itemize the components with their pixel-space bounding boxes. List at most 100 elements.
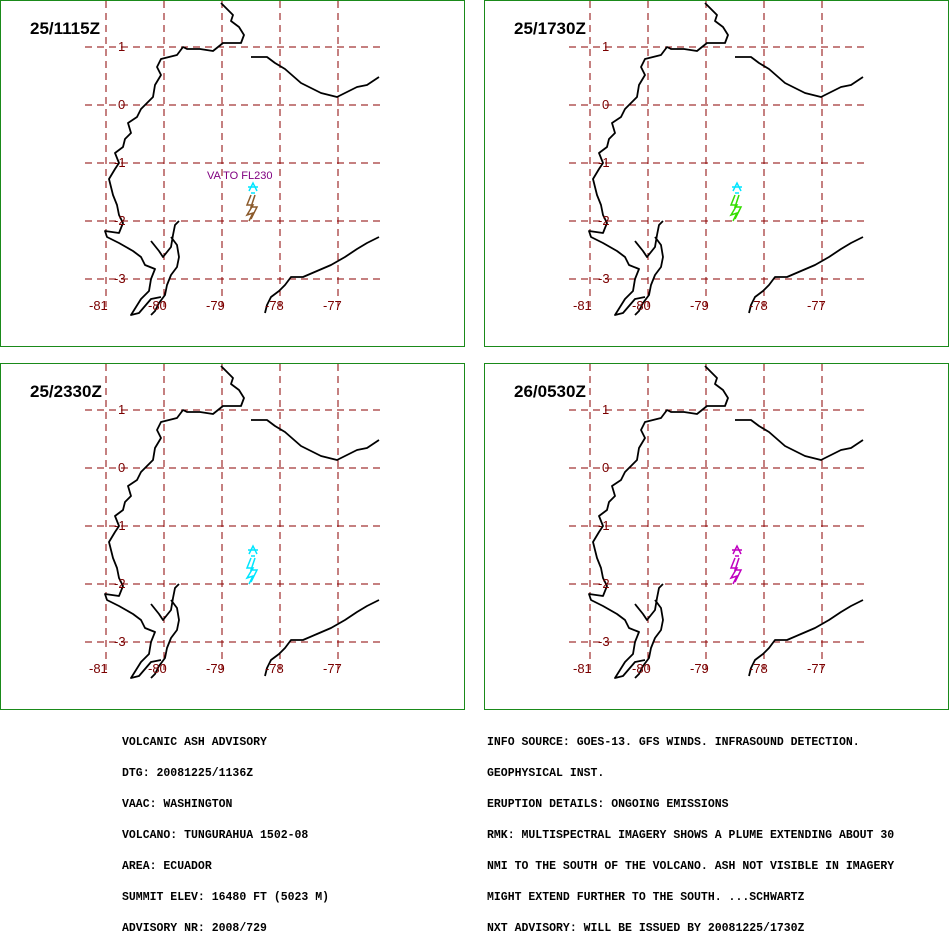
- gulf-coast: [634, 220, 664, 316]
- coast-east: [735, 419, 864, 461]
- plume-top: [732, 181, 742, 194]
- map-svg-1: 1 0 -1 -2 -3 -81 -80 -79 -78 -77 VA TO FL230: [85, 1, 381, 316]
- advisory-line: DTG: 20081225/1136Z: [122, 766, 254, 780]
- lon-label: -81: [573, 661, 592, 676]
- lon-label: -79: [690, 298, 709, 313]
- coastline: [104, 2, 380, 316]
- map-svg-3: 1 0 -1 -2 -3 -81 -80 -79 -78 -77: [85, 364, 381, 679]
- advisory-line: NMI TO THE SOUTH OF THE VOLCANO. ASH NOT…: [487, 859, 895, 873]
- coast-southeast: [264, 599, 380, 677]
- coastline: [588, 365, 864, 679]
- lat-label: -3: [598, 271, 610, 286]
- coast-main: [588, 365, 729, 679]
- ash-plume: [245, 544, 259, 585]
- coast-main: [104, 365, 245, 679]
- coast-main: [104, 2, 245, 316]
- ash-plume: [729, 544, 743, 585]
- lat-label: 1: [118, 39, 125, 54]
- ash-plume: [245, 181, 259, 222]
- lat-label: 1: [602, 39, 609, 54]
- lon-label: -80: [632, 661, 651, 676]
- lat-label: -3: [598, 634, 610, 649]
- grid-lines: [85, 364, 381, 670]
- ash-height-label: VA TO FL230: [207, 170, 272, 182]
- panel-time-1: 25/1115Z: [30, 19, 100, 38]
- lat-label: -1: [114, 518, 126, 533]
- coast-east: [735, 56, 864, 98]
- coast-east: [251, 56, 380, 98]
- map-panel-2: 1 0 -1 -2 -3 -81 -80 -79 -78 -77 25/1730Z: [484, 0, 949, 347]
- map-panel-4: 1 0 -1 -2 -3 -81 -80 -79 -78 -77 26/0530Z: [484, 363, 949, 710]
- plume-top: [248, 181, 258, 194]
- lat-label: -3: [114, 271, 126, 286]
- advisory-line: NXT ADVISORY: WILL BE ISSUED BY 20081225…: [487, 921, 805, 935]
- advisory-line: ADVISORY NR: 2008/729: [122, 921, 267, 935]
- advisory-remarks-text: INFO SOURCE: GOES-13. GFS WINDS. INFRASO…: [487, 717, 894, 944]
- lon-label: -79: [690, 661, 709, 676]
- advisory-line: GEOPHYSICAL INST.: [487, 766, 605, 780]
- gulf-coast: [150, 583, 180, 679]
- lon-label: -78: [749, 298, 768, 313]
- lat-label: -1: [598, 155, 610, 170]
- coast-main: [588, 2, 729, 316]
- lon-label: -80: [148, 661, 167, 676]
- advisory-line: MIGHT EXTEND FURTHER TO THE SOUTH. ...SC…: [487, 890, 805, 904]
- lat-label: -1: [114, 155, 126, 170]
- advisory-line: AREA: ECUADOR: [122, 859, 212, 873]
- coastline: [104, 365, 380, 679]
- lat-label: -3: [114, 634, 126, 649]
- panel-time-2: 25/1730Z: [514, 19, 586, 38]
- lon-label: -80: [148, 298, 167, 313]
- advisory-line: VAAC: WASHINGTON: [122, 797, 233, 811]
- lat-label: 0: [118, 460, 125, 475]
- lat-label: 1: [118, 402, 125, 417]
- coast-southeast: [748, 236, 864, 314]
- lon-label: -77: [323, 661, 342, 676]
- plume-top: [732, 544, 742, 557]
- lon-label: -78: [749, 661, 768, 676]
- coast-east: [251, 419, 380, 461]
- lon-label: -77: [323, 298, 342, 313]
- advisory-line: RMK: MULTISPECTRAL IMAGERY SHOWS A PLUME…: [487, 828, 895, 842]
- coastline: [588, 2, 864, 316]
- advisory-line: INFO SOURCE: GOES-13. GFS WINDS. INFRASO…: [487, 735, 860, 749]
- lon-label: -81: [89, 298, 108, 313]
- panel-time-4: 26/0530Z: [514, 382, 586, 401]
- lon-label: -79: [206, 661, 225, 676]
- gulf-coast: [634, 583, 664, 679]
- lon-label: -78: [265, 298, 284, 313]
- ash-plume: [729, 181, 743, 222]
- lon-label: -79: [206, 298, 225, 313]
- advisory-line: SUMMIT ELEV: 16480 FT (5023 M): [122, 890, 330, 904]
- lat-label: -2: [598, 576, 610, 591]
- plume-body: [729, 194, 743, 222]
- map-svg-4: 1 0 -1 -2 -3 -81 -80 -79 -78 -77: [569, 364, 865, 679]
- coast-southeast: [748, 599, 864, 677]
- lat-label: -1: [598, 518, 610, 533]
- panel-time-3: 25/2330Z: [30, 382, 102, 401]
- advisory-line: ERUPTION DETAILS: ONGOING EMISSIONS: [487, 797, 729, 811]
- plume-body: [245, 194, 259, 222]
- lat-label: -2: [598, 213, 610, 228]
- advisory-line: VOLCANO: TUNGURAHUA 1502-08: [122, 828, 309, 842]
- lon-label: -77: [807, 298, 826, 313]
- plume-body: [729, 557, 743, 585]
- plume-top: [248, 544, 258, 557]
- lat-label: -2: [114, 213, 126, 228]
- lat-label: 0: [602, 97, 609, 112]
- lon-label: -77: [807, 661, 826, 676]
- plume-body: [245, 557, 259, 585]
- lat-label: 0: [118, 97, 125, 112]
- lon-label: -81: [573, 298, 592, 313]
- lon-label: -80: [632, 298, 651, 313]
- map-panel-1: 1 0 -1 -2 -3 -81 -80 -79 -78 -77 VA TO FL230 25/11…: [0, 0, 465, 347]
- lat-label: 0: [602, 460, 609, 475]
- lon-label: -81: [89, 661, 108, 676]
- grid-lines: [569, 1, 865, 307]
- lat-label: -2: [114, 576, 126, 591]
- map-panel-3: 1 0 -1 -2 -3 -81 -80 -79 -78 -77 25/2330Z: [0, 363, 465, 710]
- map-svg-2: 1 0 -1 -2 -3 -81 -80 -79 -78 -77: [569, 1, 865, 316]
- advisory-header-text: VOLCANIC ASH ADVISORY DTG: 20081225/1136…: [122, 717, 329, 944]
- gulf-coast: [150, 220, 180, 316]
- coast-southeast: [264, 236, 380, 314]
